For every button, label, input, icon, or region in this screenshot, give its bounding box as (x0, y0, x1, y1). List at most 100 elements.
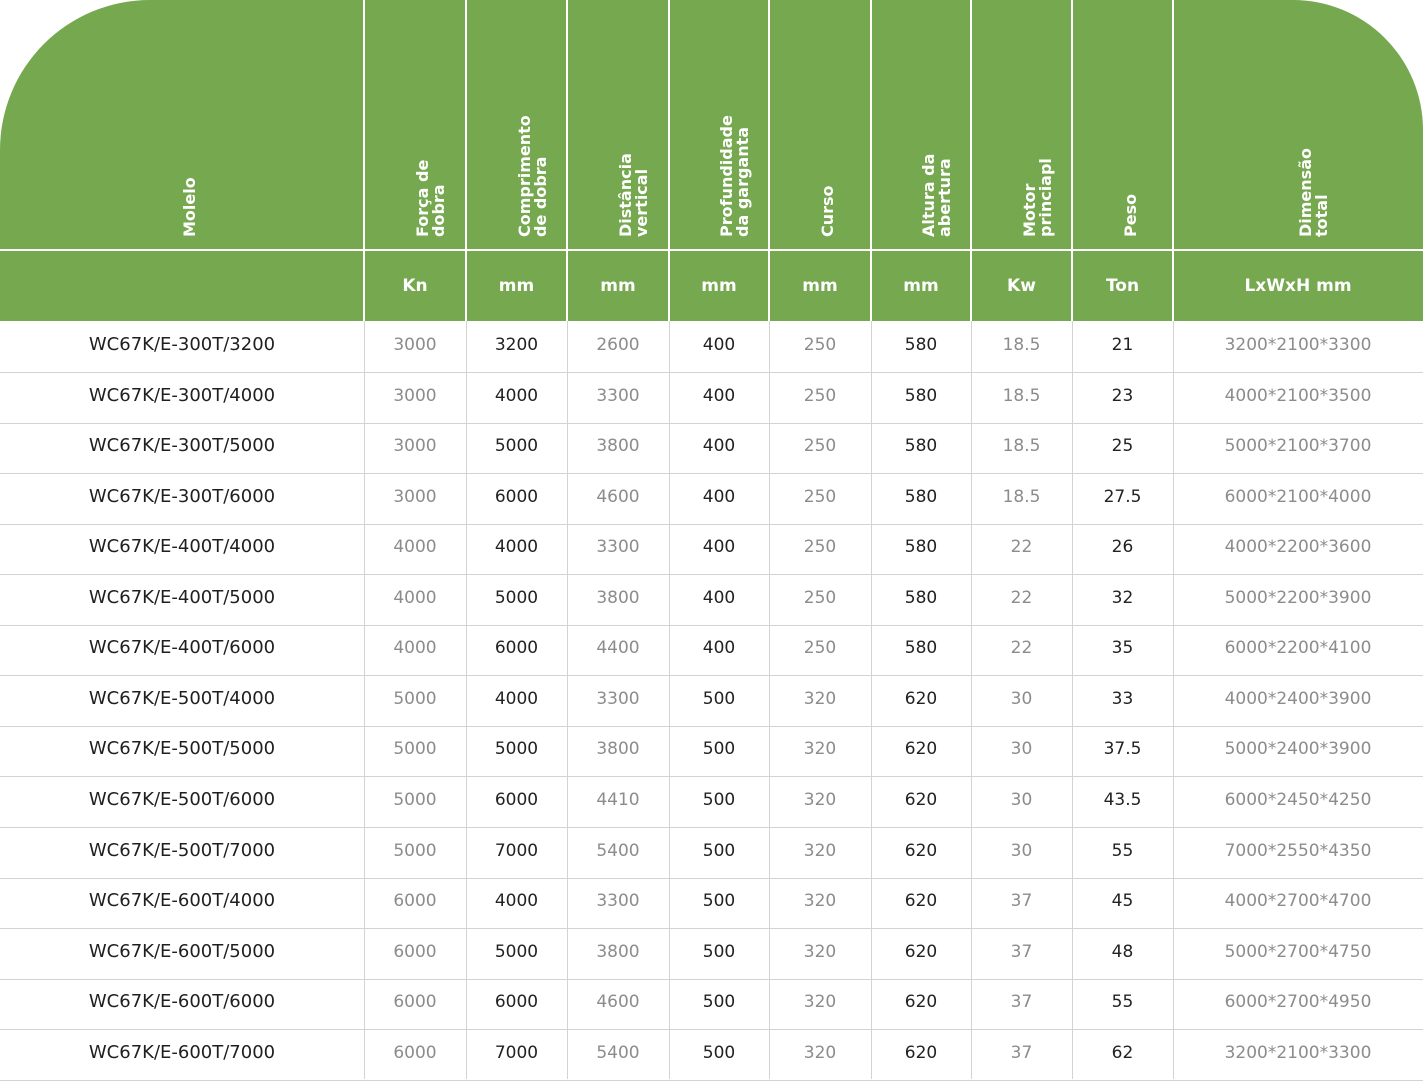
table-cell: 7000*2550*4350 (1224, 840, 1372, 861)
table-row: WC67K/E-500T/7000 5000 7000 5400 500 320 620 30… (0, 827, 1423, 879)
column-header-cell: Distância vertical (567, 0, 669, 249)
table-cell: 55 (1111, 840, 1134, 861)
table-cell: 4000 (494, 891, 539, 912)
table-cell: 250 (803, 486, 837, 507)
table-body: WC67K/E-300T/3200 3000 3200 2600 400 250 580 18… (0, 321, 1423, 1081)
table-cell: 30 (1010, 840, 1033, 861)
table-cell: 18.5 (1002, 486, 1041, 507)
table-row: WC67K/E-500T/4000 5000 4000 3300 500 320 620 30… (0, 675, 1423, 727)
table-cell: 250 (803, 335, 837, 355)
table-cell: 5400 (596, 1042, 640, 1063)
table-cell: 25 (1111, 436, 1134, 457)
body-column-divider (466, 321, 467, 1079)
table-cell: 5000 (393, 840, 437, 861)
table-cell: 3300 (596, 537, 640, 558)
header-column-divider (870, 0, 872, 321)
model-cell: WC67K/E-400T/5000 (88, 586, 276, 608)
column-unit-label: mm (701, 276, 737, 296)
table-cell: 320 (803, 739, 837, 760)
table-cell: 320 (803, 992, 837, 1013)
table-cell: 500 (702, 789, 736, 810)
table-cell: 37 (1010, 992, 1033, 1013)
body-column-divider (567, 321, 568, 1079)
table-cell: 18.5 (1002, 385, 1041, 406)
table-cell: 6000 (494, 789, 539, 810)
table-row: WC67K/E-300T/4000 3000 4000 3300 400 250 580 18… (0, 372, 1423, 424)
table-cell: 400 (702, 385, 736, 406)
table-cell: 580 (904, 638, 938, 659)
table-cell: 250 (803, 638, 837, 659)
table-cell: 620 (904, 1042, 938, 1063)
column-header-label: Motor princiapl (1019, 158, 1055, 237)
table-cell: 5400 (596, 840, 640, 861)
table-cell: 580 (904, 385, 938, 406)
column-header-cell: Força de dobra (364, 0, 466, 249)
table-cell: 400 (702, 335, 736, 355)
table-cell: 4600 (596, 992, 640, 1013)
header-row-divider (0, 249, 1423, 251)
table-cell: 4000 (494, 688, 539, 709)
table-row: WC67K/E-300T/6000 3000 6000 4600 400 250 580 18… (0, 473, 1423, 525)
body-column-divider (364, 321, 365, 1079)
column-header-cell: Profundidade da garganta (669, 0, 769, 249)
table-cell: 400 (702, 638, 736, 659)
table-cell: 4000*2200*3600 (1224, 537, 1372, 558)
table-cell: 620 (904, 891, 938, 912)
table-cell: 5000*2100*3700 (1224, 436, 1372, 457)
table-cell: 3200 (494, 335, 539, 355)
table-cell: 18.5 (1002, 436, 1041, 457)
column-header-label: Altura da abertura (919, 153, 954, 237)
table-cell: 5000 (494, 436, 539, 457)
model-cell: WC67K/E-500T/4000 (88, 687, 276, 709)
table-cell: 320 (803, 941, 837, 962)
table-cell: 3300 (596, 385, 640, 406)
table-cell: 6000*2700*4950 (1224, 992, 1372, 1013)
table-cell: 21 (1111, 335, 1134, 355)
table-row: WC67K/E-300T/5000 3000 5000 3800 400 250 580 18… (0, 422, 1423, 475)
table-row: WC67K/E-500T/5000 5000 5000 3800 500 320 620 30… (0, 725, 1423, 778)
table-row: WC67K/E-400T/4000 4000 4000 3300 400 250 580 22… (0, 523, 1423, 576)
table-cell: 580 (904, 537, 938, 558)
table-cell: 3800 (596, 436, 640, 457)
header-column-divider (465, 0, 467, 321)
table-row: WC67K/E-400T/6000 4000 6000 4400 400 250 580 22… (0, 624, 1423, 677)
table-cell: 250 (803, 385, 837, 406)
table-cell: 45 (1111, 891, 1134, 912)
table-cell: 400 (702, 486, 736, 507)
table-cell: 6000*2450*4250 (1224, 789, 1372, 810)
table-row: WC67K/E-600T/7000 6000 7000 5400 500 320 620 37… (0, 1029, 1423, 1081)
header-column-divider (363, 0, 365, 321)
table-cell: 37 (1010, 1042, 1033, 1063)
model-cell: WC67K/E-600T/7000 (88, 1041, 276, 1063)
header-column-divider (768, 0, 770, 321)
table-cell: 5000 (393, 688, 437, 709)
table-cell: 3800 (596, 941, 640, 962)
table-cell: 23 (1111, 385, 1134, 406)
column-header-label: Comprimento de dobra (514, 115, 550, 237)
table-cell: 580 (904, 335, 938, 355)
model-cell: WC67K/E-500T/7000 (88, 839, 276, 861)
table-cell: 6000*2200*4100 (1224, 638, 1372, 659)
table-cell: 4000 (393, 587, 437, 608)
column-unit-label: mm (903, 276, 939, 296)
body-column-divider (669, 321, 670, 1079)
table-cell: 5000*2400*3900 (1224, 739, 1372, 760)
column-unit-label: Kw (1007, 276, 1036, 296)
column-header-cell: Molelo (0, 0, 364, 249)
table-cell: 620 (904, 688, 938, 709)
table-cell: 500 (702, 941, 736, 962)
table-cell: 6000 (393, 891, 437, 912)
table-row: WC67K/E-600T/6000 6000 6000 4600 500 320 620 37… (0, 978, 1423, 1031)
column-header-label: Força de dobra (413, 159, 448, 237)
column-header-cell: Comprimento de dobra (466, 0, 567, 249)
table-cell: 30 (1010, 739, 1033, 760)
table-row: WC67K/E-400T/5000 4000 5000 3800 400 250 580 22… (0, 574, 1423, 626)
table-cell: 37 (1010, 891, 1033, 912)
table-cell: 6000 (494, 486, 539, 507)
model-cell: WC67K/E-300T/6000 (88, 485, 276, 507)
table-cell: 3300 (596, 688, 640, 709)
table-cell: 7000 (494, 840, 539, 861)
table-cell: 4000 (494, 537, 539, 558)
model-cell: WC67K/E-300T/5000 (88, 435, 276, 457)
table-cell: 6000*2100*4000 (1224, 486, 1372, 507)
